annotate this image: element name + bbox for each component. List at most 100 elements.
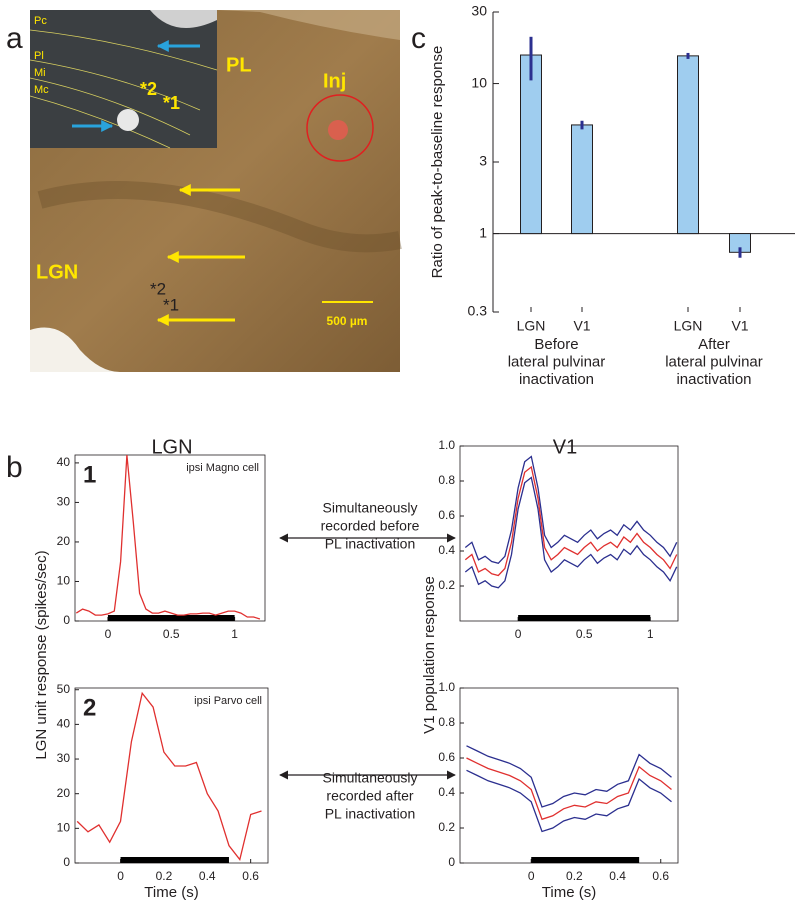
plot-frame [459,687,679,864]
scale-bar-label: 500 µm [327,314,368,328]
x-tick-label: 1 [231,627,238,641]
y-tick-label: 0 [63,855,70,869]
data-line [466,769,672,833]
x-tick-label: 0.4 [609,869,626,883]
x-tick-label: LGN [674,318,703,334]
x-tick-label: LGN [517,318,546,334]
y-tick-label: 0.6 [438,750,455,764]
group-label: inactivation [519,371,594,388]
group-label: Before [534,336,578,353]
region-label: PL [226,54,252,76]
plot-frame [459,445,679,622]
panel-letter: b [6,451,23,484]
y-tick-label: 40 [57,717,71,731]
x-tick-label: 0 [515,627,522,641]
stimulus-bar [531,857,640,863]
panel-letter: a [6,22,23,55]
group-label: lateral pulvinar [508,353,606,370]
site-label: *1 [163,93,180,113]
site-label: *2 [140,79,157,99]
data-line [464,476,678,589]
y-tick-label: 1.0 [438,680,455,694]
y-tick-label: 40 [57,455,71,469]
y-tick-label: 0.2 [438,820,455,834]
data-line [464,465,678,577]
x-tick-label: 0.2 [566,869,583,883]
bar [520,54,542,235]
panel-number: 2 [83,694,96,721]
region-label: Mc [34,84,49,96]
panel-letter: c [411,22,426,55]
y-tick-label: 0 [63,613,70,627]
histology-image [29,10,402,372]
y-tick-label: 0.3 [468,303,488,319]
data-line [466,757,672,821]
y-tick-label: 1 [479,224,487,240]
region-label: Pl [34,50,44,62]
x-tick-label: 0.6 [652,869,669,883]
x-tick-label: 0.2 [156,869,173,883]
group-label: lateral pulvinar [665,353,763,370]
column-title: LGN [151,436,192,458]
y-tick-label: 3 [479,153,487,169]
plot-frame [74,454,266,622]
x-tick-label: 1 [647,627,654,641]
column-title: V1 [553,436,577,458]
y-tick-label: 50 [57,682,71,696]
data-line [75,454,261,620]
bar [677,55,699,235]
data-line [76,691,262,861]
annotation: PL inactivation [325,806,416,822]
plot-frame [74,687,269,864]
stimulus-bar [518,615,651,621]
x-tick-label: 0 [117,869,124,883]
bar [571,124,593,235]
data-line [464,455,678,565]
y-tick-label: 20 [57,534,71,548]
y-tick-label: 30 [471,3,487,19]
x-tick-label: 0.6 [242,869,259,883]
site-label: *1 [163,295,179,314]
x-axis-label: Time (s) [542,884,596,901]
region-label: Inj [323,70,346,92]
panel-number: 1 [83,461,96,488]
y-tick-label: 0.8 [438,715,455,729]
y-axis-label: V1 population response [421,576,438,734]
y-tick-label: 20 [57,786,71,800]
stimulus-bar [107,615,235,621]
y-tick-label: 10 [57,574,71,588]
cell-label: ipsi Parvo cell [194,695,262,707]
y-tick-label: 1.0 [438,438,455,452]
y-tick-label: 0.6 [438,508,455,522]
stimulus-bar [120,857,229,863]
annotation: recorded before [321,518,420,534]
x-tick-label: 0.5 [576,627,593,641]
y-tick-label: 0.4 [438,785,455,799]
annotation: recorded after [326,788,413,804]
y-tick-label: 30 [57,751,71,765]
y-tick-label: 10 [57,821,71,835]
region-label: Pc [34,15,47,27]
x-axis-label: Time (s) [144,884,198,901]
x-tick-label: V1 [573,318,590,334]
x-tick-label: 0.5 [163,627,180,641]
data-line [466,745,672,808]
x-tick-label: 0 [105,627,112,641]
y-tick-label: 0.2 [438,578,455,592]
cell-label: ipsi Magno cell [186,462,259,474]
y-tick-label: 30 [57,495,71,509]
y-tick-label: 0.8 [438,473,455,487]
x-tick-label: 0 [528,869,535,883]
region-label: Mi [34,67,46,79]
group-label: inactivation [676,371,751,388]
y-axis-label: LGN unit response (spikes/sec) [33,550,50,759]
y-tick-label: 10 [471,74,487,90]
y-axis-label: Ratio of peak-to-baseline response [429,46,446,279]
x-tick-label: 0.4 [199,869,216,883]
region-label: LGN [36,261,78,283]
y-tick-label: 0.4 [438,543,455,557]
annotation: Simultaneously [323,770,418,786]
y-tick-label: 0 [448,855,455,869]
annotation: Simultaneously [323,500,418,516]
